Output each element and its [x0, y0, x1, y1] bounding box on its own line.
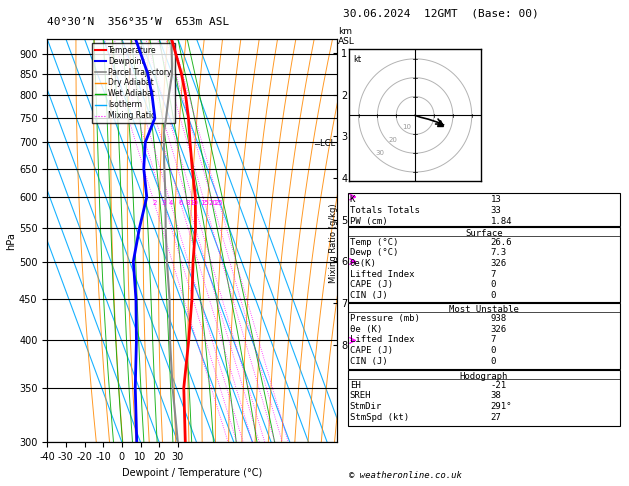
- Text: Mixing Ratio (g/kg): Mixing Ratio (g/kg): [330, 203, 338, 283]
- Text: ψ: ψ: [380, 79, 384, 85]
- Text: 0: 0: [491, 357, 496, 366]
- Y-axis label: hPa: hPa: [6, 232, 16, 249]
- Text: EH: EH: [350, 381, 360, 390]
- Text: 326: 326: [491, 259, 507, 268]
- Text: CIN (J): CIN (J): [350, 357, 387, 366]
- Text: 938: 938: [491, 314, 507, 323]
- Text: Most Unstable: Most Unstable: [448, 305, 519, 314]
- Text: Lifted Index: Lifted Index: [350, 335, 415, 345]
- Text: Surface: Surface: [465, 229, 503, 238]
- X-axis label: Dewpoint / Temperature (°C): Dewpoint / Temperature (°C): [122, 468, 262, 478]
- Text: 4: 4: [169, 200, 173, 206]
- Text: Dewp (°C): Dewp (°C): [350, 248, 398, 258]
- Text: 30: 30: [376, 150, 384, 156]
- Text: Totals Totals: Totals Totals: [350, 206, 420, 215]
- Text: CIN (J): CIN (J): [350, 291, 387, 300]
- Text: PW (cm): PW (cm): [350, 217, 387, 226]
- Text: K: K: [350, 195, 355, 205]
- Text: km: km: [338, 27, 352, 36]
- Text: SREH: SREH: [350, 391, 371, 400]
- Text: -21: -21: [491, 381, 507, 390]
- Text: 25: 25: [214, 200, 223, 206]
- Text: ASL: ASL: [338, 37, 355, 46]
- Text: 291°: 291°: [491, 402, 512, 411]
- Text: 33: 33: [491, 206, 501, 215]
- Text: ψ: ψ: [380, 73, 384, 79]
- Text: 20: 20: [208, 200, 217, 206]
- Text: Pressure (mb): Pressure (mb): [350, 314, 420, 323]
- Text: 6: 6: [178, 200, 183, 206]
- Text: StmSpd (kt): StmSpd (kt): [350, 413, 409, 422]
- Text: 8: 8: [186, 200, 190, 206]
- Text: 10: 10: [189, 200, 198, 206]
- Text: 0: 0: [491, 291, 496, 300]
- Text: 0: 0: [491, 280, 496, 290]
- Text: ψ: ψ: [380, 58, 384, 65]
- Text: 27: 27: [491, 413, 501, 422]
- Text: θe (K): θe (K): [350, 325, 382, 334]
- Text: 0: 0: [491, 346, 496, 355]
- Text: 1.84: 1.84: [491, 217, 512, 226]
- Text: ψ: ψ: [380, 51, 384, 56]
- Text: 2: 2: [152, 200, 157, 206]
- Text: kt: kt: [353, 55, 361, 64]
- Text: 20: 20: [389, 137, 398, 143]
- Text: Hodograph: Hodograph: [460, 372, 508, 381]
- Text: 30.06.2024  12GMT  (Base: 00): 30.06.2024 12GMT (Base: 00): [343, 9, 538, 18]
- Text: 13: 13: [491, 195, 501, 205]
- Text: Temp (°C): Temp (°C): [350, 238, 398, 247]
- Text: CAPE (J): CAPE (J): [350, 346, 392, 355]
- Text: © weatheronline.co.uk: © weatheronline.co.uk: [349, 471, 462, 480]
- Text: 38: 38: [491, 391, 501, 400]
- Text: 7.3: 7.3: [491, 248, 507, 258]
- Text: 10: 10: [402, 123, 411, 130]
- Text: ψ: ψ: [380, 67, 384, 72]
- Text: =LCL: =LCL: [313, 139, 336, 148]
- Text: StmDir: StmDir: [350, 402, 382, 411]
- Text: 15: 15: [200, 200, 209, 206]
- Text: 3: 3: [162, 200, 166, 206]
- Text: 7: 7: [491, 270, 496, 279]
- Text: 7: 7: [491, 335, 496, 345]
- Text: CAPE (J): CAPE (J): [350, 280, 392, 290]
- Text: 40°30’N  356°35’W  653m ASL: 40°30’N 356°35’W 653m ASL: [47, 17, 230, 27]
- Legend: Temperature, Dewpoint, Parcel Trajectory, Dry Adiabat, Wet Adiabat, Isotherm, Mi: Temperature, Dewpoint, Parcel Trajectory…: [91, 43, 175, 123]
- Text: 326: 326: [491, 325, 507, 334]
- Text: θe(K): θe(K): [350, 259, 377, 268]
- Text: Lifted Index: Lifted Index: [350, 270, 415, 279]
- Text: 26.6: 26.6: [491, 238, 512, 247]
